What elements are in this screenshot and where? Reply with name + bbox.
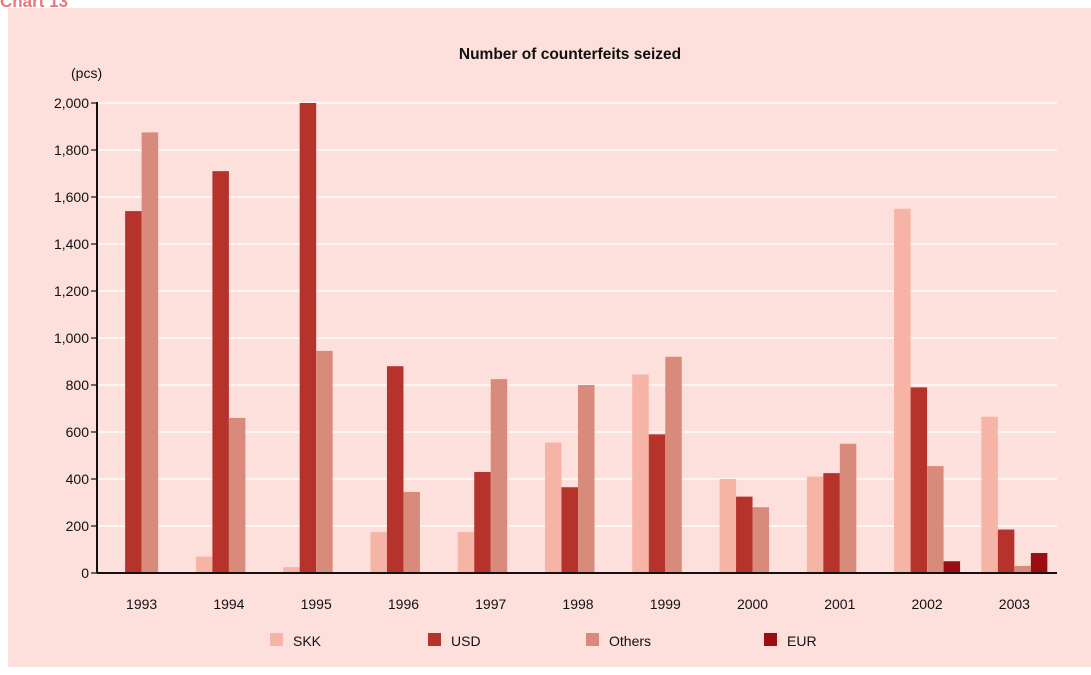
x-tick-label: 2002 xyxy=(912,596,943,612)
x-tick-label: 1995 xyxy=(301,596,332,612)
legend-label-others: Others xyxy=(609,633,651,649)
bar-skk-1998 xyxy=(545,442,562,573)
bar-usd-1993 xyxy=(125,211,142,573)
x-tick-label: 2000 xyxy=(737,596,768,612)
bar-skk-2001 xyxy=(806,476,824,573)
bar-skk-1995 xyxy=(283,567,300,573)
chart-number-label: Chart 13 xyxy=(0,0,69,11)
bar-skk-2000 xyxy=(719,479,737,573)
bar-others-1998 xyxy=(578,385,595,573)
bar-others-1995 xyxy=(316,350,333,573)
bar-others-2001 xyxy=(839,443,857,573)
y-axis-ticks: 0 200 400 600 800 1,000 1,200 1,400 1,600 1,800 2,… xyxy=(54,95,97,581)
y-tick-label: 200 xyxy=(66,518,90,534)
bar-others-1993 xyxy=(141,132,159,573)
bar-usd-2002 xyxy=(910,387,928,573)
bar-usd-1999 xyxy=(648,434,666,573)
y-tick-label: 1,800 xyxy=(54,142,89,158)
bar-usd-2000 xyxy=(736,496,753,573)
legend-label-skk: SKK xyxy=(293,633,322,649)
y-tick-label: 1,600 xyxy=(54,189,89,205)
bar-usd-1996 xyxy=(386,366,404,573)
bar-usd-1995 xyxy=(299,103,317,573)
bar-skk-2002 xyxy=(894,208,911,573)
x-axis-ticks: 1993 1994 1995 1996 1997 1998 1999 2000 2001 2002… xyxy=(126,596,1030,612)
y-tick-label: 800 xyxy=(66,377,90,393)
bar-others-1994 xyxy=(228,417,246,573)
y-tick-label: 2,000 xyxy=(54,95,89,111)
bar-usd-2001 xyxy=(823,473,840,573)
legend-swatch-others xyxy=(586,633,599,646)
bar-others-2000 xyxy=(752,507,770,573)
x-tick-label: 2003 xyxy=(999,596,1030,612)
legend-label-usd: USD xyxy=(451,633,481,649)
bar-usd-1994 xyxy=(212,171,229,573)
x-tick-label: 1996 xyxy=(388,596,419,612)
y-tick-label: 0 xyxy=(81,565,89,581)
legend-label-eur: EUR xyxy=(787,633,817,649)
legend-swatch-skk xyxy=(270,633,283,646)
x-tick-label: 1997 xyxy=(475,596,506,612)
bar-others-2002 xyxy=(927,466,944,573)
legend: SKK USD Others EUR xyxy=(270,633,817,649)
bar-skk-1994 xyxy=(195,556,213,573)
bar-skk-2003 xyxy=(981,416,998,573)
y-tick-label: 1,000 xyxy=(54,330,89,346)
bar-others-1996 xyxy=(403,491,420,573)
bar-skk-1996 xyxy=(370,531,387,573)
bar-eur-2002 xyxy=(943,561,961,573)
y-tick-label: 1,400 xyxy=(54,236,89,252)
y-tick-label: 600 xyxy=(66,424,90,440)
bars xyxy=(125,103,1048,573)
x-tick-label: 1998 xyxy=(562,596,593,612)
y-tick-label: 1,200 xyxy=(54,283,89,299)
legend-swatch-usd xyxy=(428,633,441,646)
x-tick-label: 1993 xyxy=(126,596,157,612)
x-tick-label: 1994 xyxy=(213,596,244,612)
bar-usd-2003 xyxy=(997,529,1015,573)
chart-title: Number of counterfeits seized xyxy=(459,46,681,63)
bar-skk-1997 xyxy=(457,531,475,573)
bar-others-1999 xyxy=(665,356,682,573)
x-tick-label: 1999 xyxy=(650,596,681,612)
bar-others-1997 xyxy=(490,379,508,573)
bar-skk-1999 xyxy=(632,374,649,573)
x-tick-label: 2001 xyxy=(824,596,855,612)
y-tick-label: 400 xyxy=(66,471,90,487)
legend-swatch-eur xyxy=(764,633,777,646)
bar-usd-1998 xyxy=(561,487,578,573)
bar-usd-1997 xyxy=(474,471,491,573)
bar-others-2003 xyxy=(1014,565,1031,573)
y-axis-unit-label: (pcs) xyxy=(71,65,102,81)
bar-eur-2003 xyxy=(1030,553,1048,573)
